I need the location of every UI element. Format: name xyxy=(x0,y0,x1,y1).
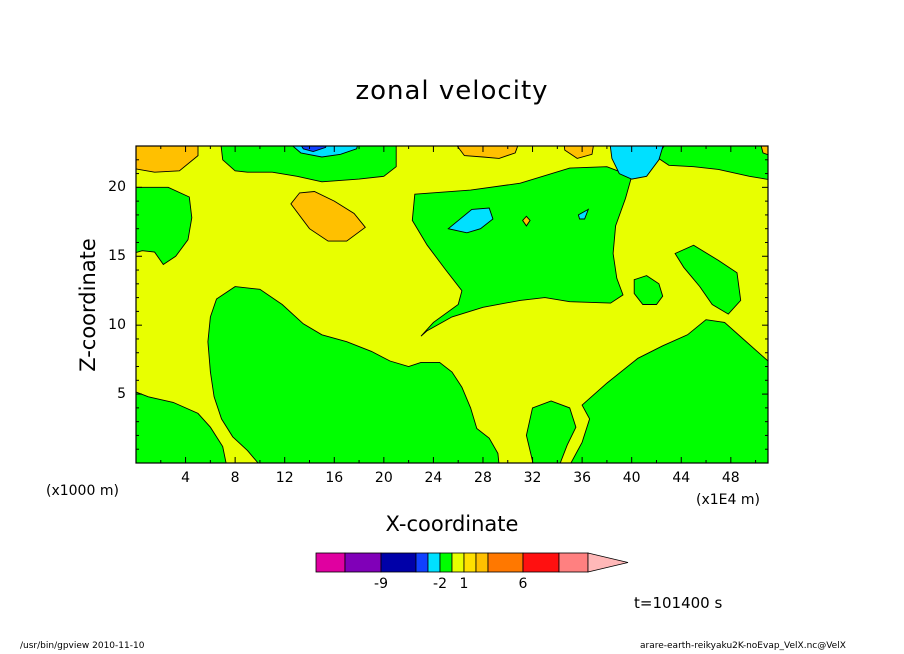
colorbar-swatch xyxy=(315,552,346,573)
contour-region-cyan-patch-1 xyxy=(447,207,494,234)
contour-region-green-upper-band xyxy=(220,146,397,183)
axis-ticks xyxy=(136,146,768,463)
colorbar-label: -2 xyxy=(433,576,447,592)
colorbar-swatch xyxy=(427,552,441,573)
x-unit-label: (x1000 m) xyxy=(46,483,119,499)
contour-region-orange-top-mid xyxy=(456,146,519,159)
colorbar-swatch xyxy=(487,552,524,573)
colorbar-swatch xyxy=(558,552,589,573)
footer-left: /usr/bin/gpview 2010-11-10 xyxy=(20,641,145,651)
footer-right: arare-earth-reikyaku2K-noEvap_VelX.nc@Ve… xyxy=(640,641,846,651)
contour-region-green-lower-left xyxy=(136,391,227,463)
x-tick-label: 8 xyxy=(230,470,240,486)
colorbar-swatch xyxy=(344,552,382,573)
contour-region-green-upper-mid xyxy=(411,166,633,337)
x-axis-label: X-coordinate xyxy=(385,512,519,536)
colorbar xyxy=(315,552,629,573)
contour-region-blue-core-left xyxy=(300,146,327,152)
colorbar-swatch xyxy=(439,552,453,573)
contour-region-orange-corner-right xyxy=(760,146,768,156)
plot-frame xyxy=(135,145,769,464)
contour-region-green-lower-right xyxy=(570,319,768,463)
colorbar-label: 6 xyxy=(518,576,528,592)
colorbar-label: 1 xyxy=(459,576,469,592)
contour-fill xyxy=(136,146,768,463)
y-tick-label: 20 xyxy=(108,179,126,196)
y-tick-label: 15 xyxy=(108,248,126,265)
x-tick-label: 16 xyxy=(325,470,344,486)
x-tick-label: 40 xyxy=(622,470,641,486)
x-tick-label: 32 xyxy=(523,470,542,486)
x-tick-label: 48 xyxy=(721,470,740,486)
x-tick-label: 12 xyxy=(275,470,294,486)
x-tick-label: 24 xyxy=(424,470,443,486)
time-label: t=101400 s xyxy=(634,594,723,612)
contour-region-orange-left xyxy=(290,191,366,242)
contour-region-orange-top-right xyxy=(563,146,594,159)
y-tick-label: 10 xyxy=(108,317,126,334)
contour-region-orange-top-left xyxy=(136,146,199,173)
colorbar-label: -9 xyxy=(374,576,388,592)
contour-region-green-right-top xyxy=(655,146,768,180)
contour-region-green-right-mid xyxy=(674,244,742,315)
colorbar-swatch xyxy=(451,552,465,573)
colorbar-swatch xyxy=(380,552,417,573)
contour-region-green-lower-mid xyxy=(207,286,500,463)
contour-region-orange-speck xyxy=(522,215,531,227)
y-axis-label: Z-coordinate xyxy=(76,238,100,372)
contour-region-cyan-patch-2 xyxy=(577,208,590,220)
contour-region-cyan-core-right xyxy=(609,146,664,180)
x-tick-label: 20 xyxy=(374,470,393,486)
x-tick-label: 4 xyxy=(181,470,191,486)
colorbar-swatch xyxy=(415,552,429,573)
colorbar-swatch xyxy=(475,552,489,573)
colorbar-swatch xyxy=(522,552,560,573)
chart-title: zonal velocity xyxy=(355,76,549,106)
x-unit-label-2: (x1E4 m) xyxy=(696,492,760,508)
y-tick-label: 5 xyxy=(117,386,126,403)
colorbar-arrow xyxy=(587,552,629,573)
contour-region-green-bottom-center xyxy=(525,400,577,463)
x-tick-label: 36 xyxy=(573,470,592,486)
colorbar-swatch xyxy=(463,552,477,573)
contour-region-green-upper-left xyxy=(136,186,193,266)
x-tick-label: 44 xyxy=(672,470,691,486)
x-tick-label: 28 xyxy=(474,470,492,486)
contour-region-green-right-small xyxy=(633,275,664,305)
